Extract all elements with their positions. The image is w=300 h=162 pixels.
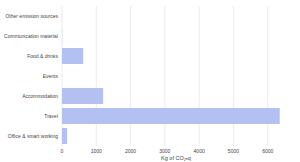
category-label: Travel xyxy=(44,113,58,119)
category-label: Events xyxy=(43,73,59,79)
tick-label: 6000 xyxy=(262,148,273,154)
category-label: Communication material xyxy=(4,33,58,39)
bar xyxy=(62,68,63,84)
grid-line xyxy=(62,6,63,146)
bar xyxy=(62,8,63,24)
grid xyxy=(62,6,268,146)
axis-title: Kg of CO₂ₑq xyxy=(161,155,191,161)
tick-label: 1000 xyxy=(91,148,102,154)
category-label: Accommodation xyxy=(22,93,58,99)
category-label: Food & drinks xyxy=(27,53,58,59)
bar xyxy=(62,128,67,144)
bar xyxy=(62,28,63,44)
category-label: Office & smart working xyxy=(8,133,58,139)
bars xyxy=(62,28,280,144)
bar xyxy=(62,88,103,104)
tick-label: 3000 xyxy=(159,148,170,154)
grid-line xyxy=(199,6,200,146)
tick-label: 5000 xyxy=(228,148,239,154)
tick-label: 0 xyxy=(61,148,64,154)
grid-line xyxy=(267,6,268,146)
bar xyxy=(62,108,280,124)
grid-line xyxy=(164,6,165,146)
chart-svg: 0 1000 2000 3000 4000 5000 6000 Other emission … xyxy=(0,0,300,162)
chart-root: 0 1000 2000 3000 4000 5000 6000 Other emission … xyxy=(0,0,300,162)
grid-line xyxy=(130,6,131,146)
category-label: Other emission sources xyxy=(5,13,58,19)
tick-label: 2000 xyxy=(125,148,136,154)
bar xyxy=(62,48,83,64)
tick-label: 4000 xyxy=(194,148,205,154)
grid-line xyxy=(233,6,234,146)
grid-line xyxy=(96,6,97,146)
